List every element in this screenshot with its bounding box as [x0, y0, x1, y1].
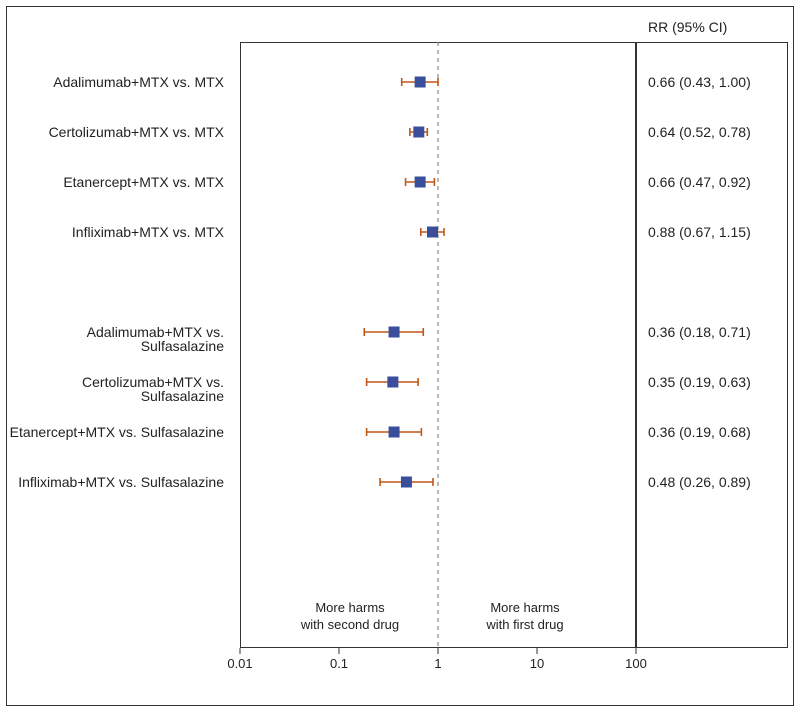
axis-left-label: More harms with second drug [280, 600, 420, 634]
x-tick-label: 0.1 [330, 656, 348, 671]
rr-value: 0.36 (0.18, 0.71) [636, 325, 788, 339]
rr-value: 0.35 (0.19, 0.63) [636, 375, 788, 389]
row-label: Etanercept+MTX vs. Sulfasalazine [0, 425, 232, 439]
x-tick-label: 1 [434, 656, 441, 671]
x-tick-label: 100 [625, 656, 647, 671]
rr-value: 0.48 (0.26, 0.89) [636, 475, 788, 489]
row-label: Adalimumab+MTX vs. Sulfasalazine [0, 325, 232, 353]
rr-value: 0.66 (0.43, 1.00) [636, 75, 788, 89]
row-label: Adalimumab+MTX vs. MTX [0, 75, 232, 89]
row-label: Certolizumab+MTX vs. Sulfasalazine [0, 375, 232, 403]
row-label: Etanercept+MTX vs. MTX [0, 175, 232, 189]
rr-value: 0.88 (0.67, 1.15) [636, 225, 788, 239]
axis-right-label: More harms with first drug [455, 600, 595, 634]
rr-value: 0.64 (0.52, 0.78) [636, 125, 788, 139]
x-tick-label: 10 [530, 656, 544, 671]
x-tick-label: 0.01 [227, 656, 252, 671]
rr-value: 0.66 (0.47, 0.92) [636, 175, 788, 189]
forest-plot-frame: RR (95% CI) Adalimumab+MTX vs. MTX Certo… [0, 0, 800, 712]
row-label: Infliximab+MTX vs. Sulfasalazine [0, 475, 232, 489]
row-label: Certolizumab+MTX vs. MTX [0, 125, 232, 139]
row-label: Infliximab+MTX vs. MTX [0, 225, 232, 239]
rr-value: 0.36 (0.19, 0.68) [636, 425, 788, 439]
